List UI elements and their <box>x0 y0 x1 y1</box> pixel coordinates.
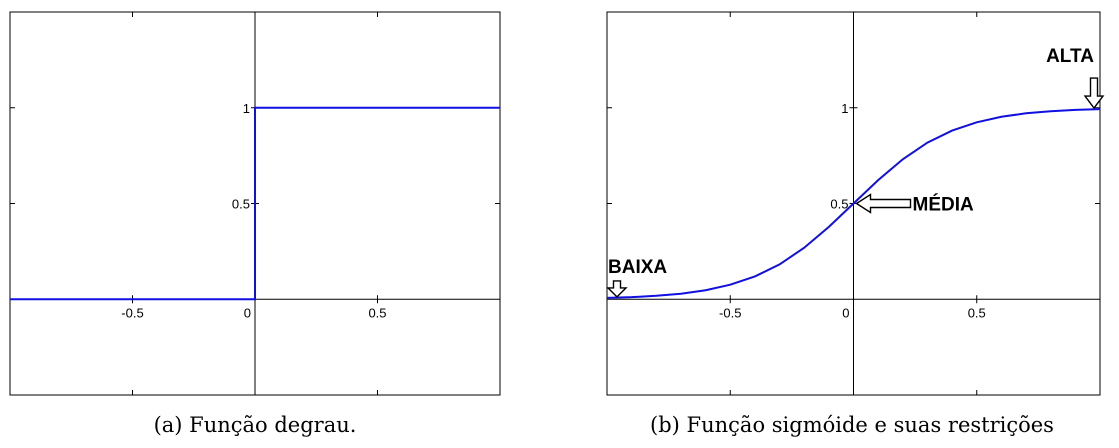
x-tick-label: 0.5 <box>368 305 386 320</box>
y-tick-label: 0.5 <box>830 197 848 212</box>
x-tick-label: 0 <box>244 305 251 320</box>
y-tick-label: 1 <box>243 101 250 116</box>
series-line <box>10 106 500 301</box>
figure-caption: (b) Função sigmóide e suas restrições <box>650 413 1054 437</box>
x-tick-label: -0.5 <box>121 305 143 320</box>
annotation-arrow <box>855 193 912 214</box>
y-tick-label: 0.5 <box>232 197 250 212</box>
annotation-label: ALTA <box>1046 46 1094 67</box>
x-tick-label: -0.5 <box>719 305 741 320</box>
chart-panel-b: -0.5 0 0.5 0.5 1 BAIXA MÉDIA ALTA <box>606 11 1105 396</box>
x-tick-label: 0.5 <box>968 305 986 320</box>
y-tick-label: 1 <box>841 101 848 116</box>
chart-panel-a: -0.5 0 0.5 0.5 1 <box>9 11 501 396</box>
annotation-label: BAIXA <box>608 257 667 278</box>
figure-caption: (a) Função degrau. <box>154 413 357 437</box>
annotation-arrow <box>606 280 628 298</box>
series-line <box>606 108 1101 299</box>
annotation-arrow <box>1083 77 1105 110</box>
annotation-label: MÉDIA <box>913 194 975 216</box>
x-tick-label: 0 <box>842 305 849 320</box>
